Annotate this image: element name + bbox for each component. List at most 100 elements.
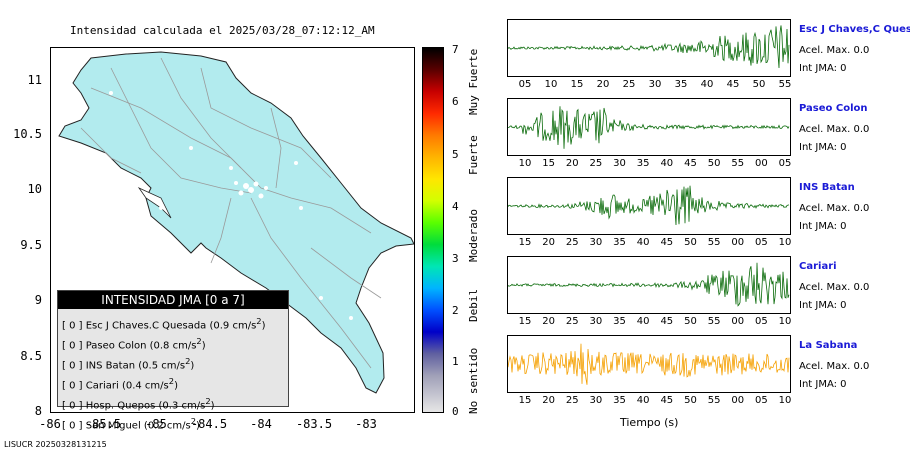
trace-tick: 00 (731, 316, 745, 327)
trace-tick: 10 (778, 316, 792, 327)
lat-tick: 9.5 (20, 238, 42, 252)
station-name: Cariari (799, 261, 837, 272)
station-name: Esc J Chaves,C Quesada (799, 24, 910, 35)
trace-tick: 45 (684, 158, 697, 169)
legend-item: [ 0 ] San Miguel (0.2 cm/s2) (62, 415, 200, 431)
trace-tick: 15 (518, 316, 532, 327)
x-axis-label: Tiempo (s) (620, 416, 679, 429)
trace-tick: 10 (778, 395, 792, 406)
trace-tick-row: 15 20 25 30 35 40 45 50 55 00 05 10 (507, 395, 792, 409)
trace-tick: 30 (589, 395, 603, 406)
legend-list: [ 0 ] Esc J Chaves.C Quesada (0.9 cm/s2)… (62, 314, 266, 434)
trace-tick: 15 (518, 237, 532, 248)
trace-tick-row: 15 20 25 30 35 40 45 50 55 00 05 10 (507, 237, 792, 251)
colorbar-label-debil: Debil (467, 288, 480, 322)
lon-tick: -85 (145, 417, 167, 431)
trace-tick: 15 (542, 158, 555, 169)
trace-tick: 55 (778, 79, 792, 90)
trace-svg (508, 25, 790, 69)
trace-panel (507, 98, 791, 156)
trace-tick: 45 (660, 395, 674, 406)
trace-tick: 30 (648, 79, 662, 90)
trace-tick-row: 05 10 15 20 25 30 35 40 45 50 55 (507, 79, 792, 93)
trace-tick: 35 (613, 237, 626, 248)
trace-tick: 20 (565, 158, 579, 169)
trace-tick: 05 (518, 79, 532, 90)
intensity-colorbar (422, 47, 444, 413)
trace-tick: 20 (542, 237, 555, 248)
lon-tick: -83 (355, 417, 377, 431)
legend-item: [ 0 ] Hosp. Quepos (0.3 cm/s2) (62, 395, 215, 412)
trace-svg (508, 262, 790, 307)
station-acel: Acel. Max. 0.0 (799, 203, 870, 214)
trace-tick: 35 (613, 316, 626, 327)
colorbar-tick: 7 (452, 43, 459, 56)
legend-item: [ 0 ] Cariari (0.4 cm/s2) (62, 375, 178, 392)
legend-item: [ 0 ] Paseo Colon (0.8 cm/s2) (62, 335, 206, 352)
lat-tick: 11 (27, 73, 42, 87)
trace-tick: 00 (731, 237, 745, 248)
trace-line (508, 106, 790, 149)
trace-tick: 25 (565, 237, 579, 248)
trace-tick: 25 (589, 158, 603, 169)
colorbar-label-no-sentido: No sentido (467, 347, 480, 414)
lon-tick: -84.5 (190, 417, 228, 431)
trace-panel (507, 177, 791, 235)
station-acel: Acel. Max. 0.0 (799, 45, 870, 56)
trace-tick: 50 (752, 79, 766, 90)
trace-tick: 30 (613, 158, 626, 169)
lon-tick: -83.5 (295, 417, 333, 431)
legend-item: [ 0 ] Esc J Chaves.C Quesada (0.9 cm/s2) (62, 316, 266, 332)
trace-tick: 35 (613, 395, 626, 406)
trace-tick: 05 (754, 395, 768, 406)
lon-tick: -86 (39, 417, 61, 431)
colorbar-tick: 6 (452, 95, 459, 108)
colorbar-tick: 2 (452, 304, 459, 317)
trace-tick: 40 (700, 79, 714, 90)
footer-id: LISUCR 20250328131215 (4, 440, 107, 449)
trace-tick: 15 (518, 395, 532, 406)
trace-tick: 00 (731, 395, 745, 406)
trace-line (508, 25, 790, 69)
trace-tick: 20 (542, 395, 555, 406)
colorbar-tick: 4 (452, 200, 459, 213)
trace-panel (507, 256, 791, 314)
trace-line (508, 262, 790, 307)
map-title: Intensidad calculada el 2025/03/28_07:12… (70, 24, 375, 37)
station-jma: Int JMA: 0 (799, 300, 847, 311)
trace-tick: 40 (636, 237, 650, 248)
lon-tick: -85.5 (84, 417, 122, 431)
trace-tick: 25 (565, 395, 579, 406)
gulf-of-nicoya (137, 187, 172, 219)
trace-svg (508, 185, 790, 226)
legend-item: [ 0 ] INS Batan (0.5 cm/s2) (62, 355, 195, 372)
trace-tick: 55 (707, 395, 721, 406)
lat-tick: 8 (34, 404, 42, 418)
trace-tick: 40 (636, 395, 650, 406)
road-network (80, 57, 382, 369)
trace-tick: 45 (660, 316, 674, 327)
colorbar-label-moderado: Moderado (467, 209, 480, 262)
trace-panel (507, 335, 791, 393)
trace-tick: 10 (518, 158, 532, 169)
station-acel: Acel. Max. 0.0 (799, 124, 870, 135)
station-jma: Int JMA: 0 (799, 221, 847, 232)
trace-tick: 05 (778, 158, 792, 169)
trace-tick: 30 (589, 237, 603, 248)
costa-rica-map (58, 51, 414, 394)
trace-tick: 45 (660, 237, 674, 248)
trace-panel (507, 19, 791, 77)
colorbar-tick: 1 (452, 355, 459, 368)
lon-tick: -84 (250, 417, 272, 431)
trace-tick: 20 (542, 316, 555, 327)
lat-tick: 9 (34, 293, 42, 307)
station-name: Paseo Colon (799, 103, 868, 114)
trace-tick: 00 (754, 158, 768, 169)
trace-tick: 25 (565, 316, 579, 327)
intensity-legend: INTENSIDAD JMA [0 a 7] [ 0 ] Esc J Chave… (57, 290, 289, 431)
colorbar-label-muy-fuerte: Muy Fuerte (467, 48, 480, 115)
colorbar-tick: 5 (452, 148, 459, 161)
trace-tick: 50 (684, 316, 697, 327)
trace-tick: 40 (660, 158, 674, 169)
station-acel: Acel. Max. 0.0 (799, 361, 870, 372)
